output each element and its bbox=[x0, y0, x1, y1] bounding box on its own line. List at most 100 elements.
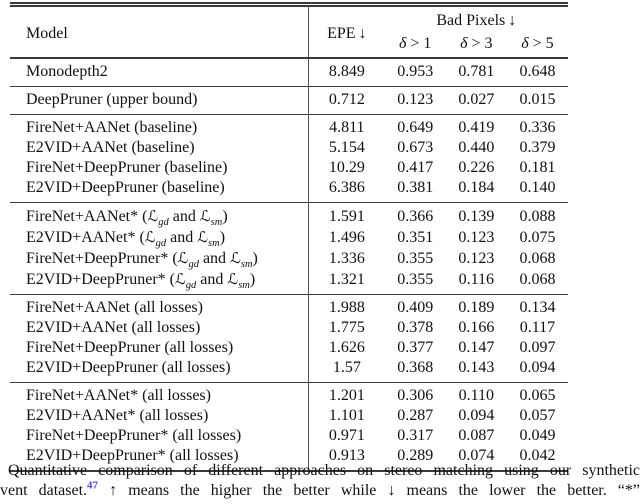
column-header-delta-gt-3: δ > 3 bbox=[446, 32, 507, 58]
model-name: E2VID+AANet (baseline) bbox=[26, 139, 195, 156]
table-group: DeepPruner (upper bound) 0.712 0.123 0.027 0… bbox=[10, 86, 568, 115]
caption-line-2: vent dataset.47 ↑ means the higher the b… bbox=[0, 479, 640, 501]
epe-label: EPE bbox=[327, 24, 356, 42]
bad-pixels-value: 0.068 bbox=[519, 270, 556, 288]
bad-pixels-value: 0.088 bbox=[519, 207, 556, 225]
table-row: FireNet+AANet (all losses) 1.988 0.409 0.18… bbox=[10, 294, 568, 318]
bad-pixels-value: 0.042 bbox=[519, 447, 556, 464]
table-caption: Quantitative comparison of different app… bbox=[0, 461, 640, 500]
citation-link[interactable]: 47 bbox=[87, 479, 99, 492]
model-name: FireNet+DeepPruner* (ℒgd and ℒsm) bbox=[26, 249, 258, 271]
bad-pixels-value: 0.355 bbox=[397, 270, 434, 288]
table-row: E2VID+AANet* (ℒgd and ℒsm) 1.496 0.351 0.12… bbox=[10, 227, 568, 250]
bad-pixels-value: 0.074 bbox=[458, 447, 495, 464]
epe-value: 1.57 bbox=[308, 358, 385, 383]
bad-pixels-value: 0.087 bbox=[458, 427, 495, 444]
bad-pixels-value: 0.015 bbox=[519, 91, 556, 108]
table-row: E2VID+AANet (all losses) 1.775 0.378 0.166 0… bbox=[10, 318, 568, 338]
bad-pixels-value: 0.123 bbox=[458, 228, 495, 246]
bad-pixels-value: 0.368 bbox=[397, 359, 434, 376]
model-name: E2VID+AANet* (ℒgd and ℒsm) bbox=[26, 228, 226, 250]
epe-value: 1.321 bbox=[308, 269, 385, 295]
column-header-model: Model bbox=[26, 24, 68, 42]
model-name: E2VID+DeepPruner* (ℒgd and ℒsm) bbox=[26, 270, 256, 292]
epe-value: 0.712 bbox=[308, 86, 385, 115]
epe-value: 1.591 bbox=[308, 202, 385, 227]
bad-pixels-value: 0.147 bbox=[458, 339, 495, 356]
epe-value: 5.154 bbox=[308, 138, 385, 158]
model-name: FireNet+DeepPruner (all losses) bbox=[26, 339, 234, 356]
bad-pixels-value: 0.355 bbox=[397, 249, 434, 267]
model-name: FireNet+DeepPruner* (all losses) bbox=[26, 427, 242, 444]
bad-pixels-value: 0.289 bbox=[397, 447, 434, 464]
model-name: FireNet+AANet (baseline) bbox=[26, 119, 198, 136]
table-group: FireNet+AANet (all losses) 1.988 0.409 0.18… bbox=[10, 294, 568, 383]
column-header-delta-gt-5: δ > 5 bbox=[507, 32, 568, 58]
table-row: Monodepth2 8.849 0.953 0.781 0.648 bbox=[10, 58, 568, 87]
bad-pixels-value: 0.379 bbox=[519, 139, 556, 156]
bad-pixels-value: 0.366 bbox=[397, 207, 434, 225]
bad-pixels-value: 0.781 bbox=[458, 63, 495, 80]
table-row: FireNet+DeepPruner (all losses) 1.626 0.37… bbox=[10, 338, 568, 358]
model-name: E2VID+AANet (all losses) bbox=[26, 319, 201, 336]
delta-symbol: δ bbox=[398, 35, 407, 52]
epe-value: 8.849 bbox=[308, 58, 385, 87]
bad-pixels-value: 0.648 bbox=[519, 63, 556, 80]
model-name: Monodepth2 bbox=[26, 63, 108, 80]
caption-text-post: ↑ means the higher the better while ↓ me… bbox=[109, 481, 640, 499]
bad-pixels-value: 0.336 bbox=[519, 119, 556, 136]
bad-pixels-value: 0.116 bbox=[458, 270, 495, 288]
table-group: FireNet+AANet* (ℒgd and ℒsm) 1.591 0.366 0.… bbox=[10, 202, 568, 295]
model-name: FireNet+AANet* (all losses) bbox=[26, 387, 211, 404]
table-row: FireNet+DeepPruner (baseline) 10.29 0.417 0… bbox=[10, 158, 568, 178]
table-group: Monodepth2 8.849 0.953 0.781 0.648 bbox=[10, 58, 568, 87]
bad-pixels-value: 0.419 bbox=[458, 119, 495, 136]
bad-pixels-value: 0.110 bbox=[458, 387, 495, 404]
bad-pixels-value: 0.287 bbox=[397, 407, 434, 424]
bad-pixels-value: 0.143 bbox=[458, 359, 495, 376]
column-header-epe: EPE ↓ bbox=[308, 4, 385, 58]
bad-pixels-value: 0.097 bbox=[519, 339, 556, 356]
model-name: E2VID+DeepPruner* (all losses) bbox=[26, 447, 239, 464]
stereo-matching-table: Model EPE ↓ Bad Pixels ↓ δ > 1 δ > 3 δ > 5… bbox=[10, 2, 568, 472]
bad-pixels-value: 0.409 bbox=[397, 299, 434, 316]
bad-pixels-value: 0.377 bbox=[397, 339, 434, 356]
caption-line-1: Quantitative comparison of different app… bbox=[8, 462, 640, 479]
bad-pixels-value: 0.134 bbox=[519, 299, 556, 316]
results-table: Model EPE ↓ Bad Pixels ↓ δ > 1 δ > 3 δ > 5… bbox=[10, 2, 568, 472]
epe-value: 6.386 bbox=[308, 178, 385, 203]
table-group: FireNet+AANet* (all losses) 1.201 0.306 0.1… bbox=[10, 382, 568, 471]
table-header: Model EPE ↓ Bad Pixels ↓ δ > 1 δ > 3 δ > 5 bbox=[10, 4, 568, 58]
table-row: FireNet+AANet (baseline) 4.811 0.649 0.419 0… bbox=[10, 114, 568, 138]
delta-threshold: > 3 bbox=[467, 35, 493, 52]
table-row: DeepPruner (upper bound) 0.712 0.123 0.027 0… bbox=[10, 86, 568, 115]
table-row: E2VID+DeepPruner* (all losses) 0.913 0.289… bbox=[10, 446, 568, 471]
model-name: E2VID+DeepPruner (all losses) bbox=[26, 359, 231, 376]
table-row: E2VID+DeepPruner (all losses) 1.57 0.368 0.… bbox=[10, 358, 568, 383]
model-name: FireNet+AANet (all losses) bbox=[26, 299, 203, 316]
delta-symbol: δ bbox=[460, 35, 468, 52]
bad-pixels-value: 0.117 bbox=[519, 319, 556, 336]
delta-threshold: > 5 bbox=[528, 35, 554, 52]
table-row: E2VID+AANet* (all losses) 1.101 0.287 0.094… bbox=[10, 406, 568, 426]
epe-value: 1.101 bbox=[308, 406, 385, 426]
delta-symbol: δ bbox=[521, 35, 529, 52]
epe-value: 0.971 bbox=[308, 426, 385, 446]
table-row: E2VID+DeepPruner* (ℒgd and ℒsm) 1.321 0.35… bbox=[10, 269, 568, 295]
table-group: FireNet+AANet (baseline) 4.811 0.649 0.419 0… bbox=[10, 114, 568, 203]
table-row: FireNet+AANet* (ℒgd and ℒsm) 1.591 0.366 0.… bbox=[10, 202, 568, 228]
caption-text-pre: vent dataset. bbox=[0, 481, 88, 499]
table-row: FireNet+AANet* (all losses) 1.201 0.306 0.1… bbox=[10, 382, 568, 406]
bad-pixels-value: 0.351 bbox=[397, 228, 434, 246]
bad-pixels-value: 0.317 bbox=[397, 427, 434, 444]
down-arrow-icon: ↓ bbox=[508, 12, 517, 29]
epe-value: 1.626 bbox=[308, 338, 385, 358]
bad-pixels-value: 0.184 bbox=[458, 179, 495, 196]
table-row: E2VID+DeepPruner (baseline) 6.386 0.381 0.1… bbox=[10, 178, 568, 203]
bad-pixels-value: 0.440 bbox=[458, 139, 495, 156]
model-name: DeepPruner (upper bound) bbox=[26, 91, 198, 108]
bad-pixels-value: 0.381 bbox=[397, 179, 434, 196]
table-row: FireNet+DeepPruner* (ℒgd and ℒsm) 1.336 0.… bbox=[10, 248, 568, 271]
bad-pixels-value: 0.189 bbox=[458, 299, 495, 316]
bad-pixels-value: 0.378 bbox=[397, 319, 434, 336]
